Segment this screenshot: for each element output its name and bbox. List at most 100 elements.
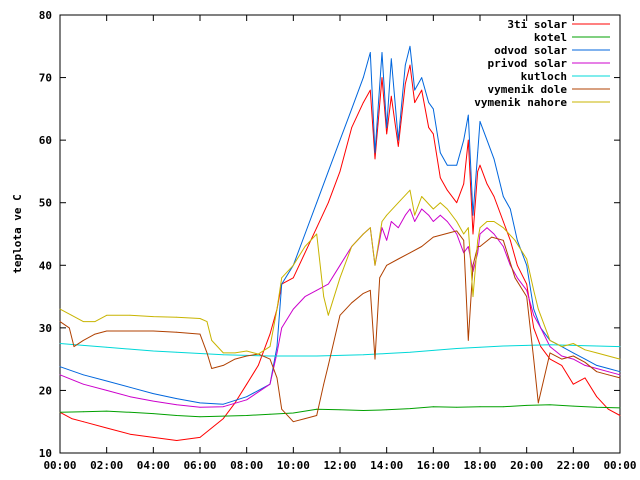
data-point — [316, 415, 318, 416]
data-point — [106, 314, 108, 316]
data-point — [276, 346, 278, 347]
data-point — [386, 133, 388, 135]
data-point — [176, 316, 178, 318]
data-point — [257, 365, 259, 366]
x-axis: 00:00 02:00 04:00 06:00 08:00 10:00 12:00 14:00… — [43, 15, 637, 472]
data-point — [269, 413, 271, 415]
legend-label: privod solar — [488, 57, 568, 70]
data-point — [549, 340, 551, 341]
data-point — [327, 314, 329, 316]
data-point — [82, 383, 84, 385]
data-point — [381, 52, 383, 53]
data-point — [409, 45, 411, 47]
y-tick-label: 50 — [39, 197, 52, 210]
data-point — [472, 233, 474, 235]
data-point — [456, 406, 458, 408]
data-point — [369, 52, 371, 53]
legend-label: kutloch — [521, 70, 567, 83]
data-point — [572, 405, 574, 407]
data-point — [199, 318, 201, 319]
data-point — [516, 239, 518, 241]
data-point — [572, 383, 574, 385]
data-point — [397, 258, 399, 260]
data-point — [222, 354, 224, 356]
data-point — [619, 415, 621, 416]
data-point — [619, 358, 621, 360]
data-point — [607, 355, 609, 357]
x-tick-label: 20:00 — [510, 459, 543, 472]
data-point — [432, 406, 434, 408]
data-point — [152, 330, 154, 332]
data-point — [561, 358, 563, 360]
data-point — [561, 355, 563, 357]
data-point — [439, 152, 441, 154]
data-point — [82, 340, 84, 341]
data-point — [379, 277, 381, 279]
data-point — [374, 152, 376, 154]
data-point — [533, 289, 535, 291]
data-point — [493, 196, 495, 197]
data-point — [509, 264, 511, 266]
data-point — [607, 368, 609, 369]
data-point — [129, 433, 131, 435]
data-point — [549, 352, 551, 354]
data-point — [596, 406, 598, 408]
data-point — [463, 139, 465, 141]
data-point — [526, 283, 528, 285]
data-point — [537, 308, 539, 310]
data-point — [479, 164, 481, 166]
data-point — [432, 133, 434, 135]
data-point — [152, 400, 154, 402]
data-point — [390, 95, 392, 97]
data-point — [428, 102, 430, 103]
x-tick-label: 22:00 — [557, 459, 590, 472]
data-point — [199, 437, 201, 438]
x-tick-label: 10:00 — [277, 459, 310, 472]
data-point — [222, 403, 224, 405]
data-point — [540, 346, 542, 347]
data-point — [561, 346, 563, 347]
data-point — [152, 316, 154, 317]
data-point — [619, 346, 621, 347]
x-tick-label: 06:00 — [183, 459, 216, 472]
data-point — [404, 214, 406, 216]
data-point — [549, 358, 551, 360]
x-tick-label: 02:00 — [90, 459, 123, 472]
data-point — [222, 365, 224, 366]
data-point — [281, 277, 283, 279]
data-point — [446, 164, 448, 166]
data-point — [82, 374, 84, 376]
x-tick-label: 00:00 — [603, 459, 636, 472]
data-point — [199, 353, 201, 354]
data-point — [472, 264, 474, 266]
data-point — [432, 236, 434, 238]
data-point — [199, 333, 201, 335]
data-point — [234, 358, 236, 360]
data-point — [304, 296, 306, 297]
data-point — [409, 408, 411, 409]
data-point — [304, 233, 306, 235]
data-point — [619, 374, 621, 376]
x-tick-label: 18:00 — [463, 459, 496, 472]
data-point — [386, 214, 388, 216]
data-point — [467, 340, 469, 341]
data-point — [596, 352, 598, 354]
data-point — [304, 252, 306, 254]
legend-label: vymenik dole — [488, 83, 568, 96]
data-point — [71, 418, 73, 419]
data-point — [316, 289, 318, 291]
data-point — [390, 221, 392, 222]
data-point — [59, 308, 61, 310]
data-point — [439, 214, 441, 216]
data-point — [486, 139, 488, 141]
data-point — [281, 283, 283, 285]
data-point — [316, 227, 318, 229]
data-point — [397, 202, 399, 204]
data-point — [477, 152, 479, 154]
data-point — [446, 221, 448, 222]
data-point — [619, 371, 621, 373]
data-point — [199, 416, 201, 418]
data-point — [479, 406, 481, 408]
data-point — [199, 402, 201, 404]
